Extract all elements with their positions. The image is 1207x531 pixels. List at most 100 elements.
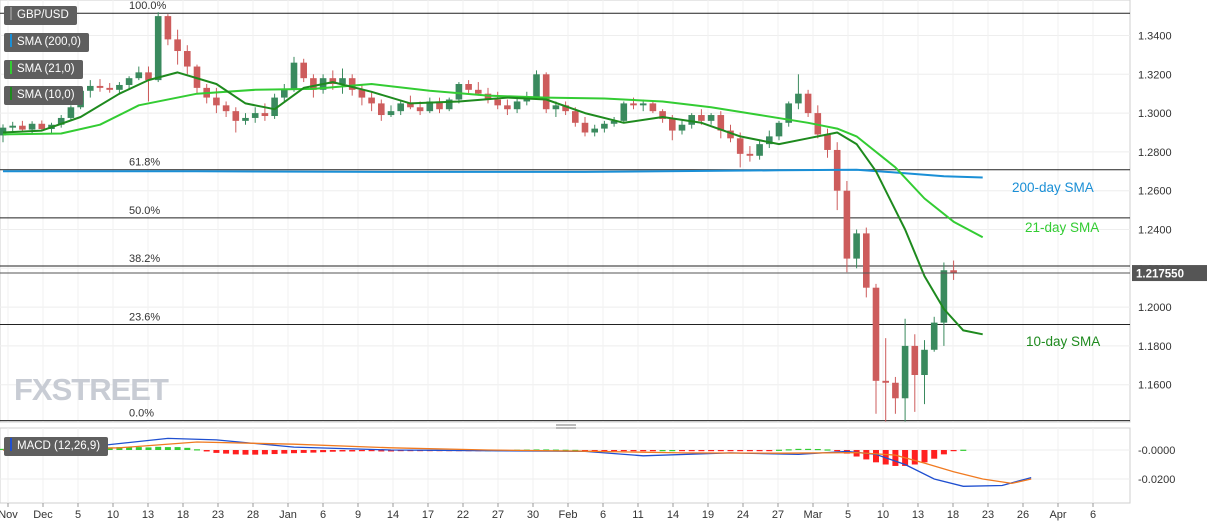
candle	[591, 124, 598, 137]
candle-body	[863, 233, 870, 288]
candle-body	[368, 97, 375, 104]
candle-body	[426, 101, 434, 112]
macd-histogram-bar	[320, 450, 327, 453]
x-tick-label: 14	[667, 509, 679, 521]
macd-histogram-bar	[611, 450, 618, 452]
candle-body	[213, 97, 220, 106]
x-tick-label: 17	[422, 509, 434, 521]
candle-body	[630, 103, 637, 106]
candle	[19, 120, 26, 132]
candle-body	[552, 105, 560, 110]
macd-histogram-bar	[620, 450, 627, 452]
macd-tick-label: -0.0200	[1138, 474, 1175, 486]
x-tick-label: 5	[845, 509, 851, 521]
macd-histogram-bar	[194, 449, 200, 451]
candle	[397, 101, 404, 116]
macd-histogram-bar	[339, 450, 346, 452]
candle-body	[329, 78, 337, 84]
candle	[940, 262, 948, 346]
x-tick-label: 19	[702, 509, 714, 521]
candle	[542, 72, 550, 114]
price-tick-label: 1.1800	[1138, 341, 1172, 353]
macd-histogram-bar	[630, 450, 637, 452]
candle	[368, 91, 375, 112]
macd-histogram-bar	[106, 447, 113, 450]
macd-histogram-bar	[145, 447, 152, 450]
sma-line	[3, 168, 983, 179]
legend-gbpusd[interactable]: GBP/USD	[4, 6, 77, 25]
candle	[222, 101, 230, 117]
x-tick-label: Apr	[1049, 509, 1066, 521]
macd-histogram-bar	[776, 449, 782, 451]
candle	[251, 107, 259, 123]
fib-level-label: 0.0%	[129, 408, 154, 420]
x-tick-label: 18	[177, 509, 189, 521]
candle-body	[824, 134, 831, 150]
signal-line	[2, 441, 1032, 485]
candle-body	[465, 84, 472, 90]
x-tick-label: 13	[142, 509, 154, 521]
x-tick-label: Dec	[33, 509, 53, 521]
legend-swatch	[10, 87, 12, 100]
candle	[436, 97, 443, 114]
macd-histogram-bar	[135, 447, 142, 450]
candle	[67, 105, 75, 120]
candle-body	[882, 380, 889, 383]
legend-sma-10[interactable]: SMA (10,0)	[4, 86, 83, 105]
candle-body	[717, 115, 725, 131]
candle-body	[397, 103, 404, 112]
candle	[9, 121, 16, 133]
candle-body	[416, 107, 424, 112]
candle-body	[872, 287, 880, 381]
price-tick-label: 1.2400	[1138, 225, 1172, 237]
legend-macd[interactable]: MACD (12,26,9)	[4, 437, 109, 456]
candle	[339, 68, 346, 94]
candle-body	[57, 117, 65, 125]
macd-histogram-bar	[203, 450, 210, 452]
x-tick-label: 27	[772, 509, 784, 521]
candle-body	[591, 128, 598, 133]
legend-sma-200[interactable]: SMA (200,0)	[4, 33, 89, 52]
candle-body	[892, 382, 899, 399]
candle-body	[251, 113, 259, 118]
candle	[892, 376, 899, 414]
candle	[882, 338, 889, 422]
candle	[494, 91, 501, 110]
candle	[387, 105, 395, 117]
macd-histogram-bar	[329, 450, 336, 452]
macd-histogram-bar	[252, 450, 259, 455]
x-tick-label: 9	[355, 509, 361, 521]
candle-body	[387, 111, 395, 116]
macd-histogram-bar	[746, 450, 753, 452]
macd-histogram-bar	[940, 450, 947, 455]
candle-body	[28, 123, 36, 130]
candle-body	[766, 136, 773, 145]
candle-body	[562, 105, 569, 112]
fib-level-label: 50.0%	[129, 205, 160, 217]
candle-body	[348, 78, 356, 90]
candle-body	[281, 89, 288, 98]
macd-histogram-bar	[242, 450, 249, 455]
macd-histogram-bar	[543, 449, 550, 451]
candle	[785, 101, 792, 127]
price-tick-label: 1.2600	[1138, 186, 1172, 198]
legend-label: SMA (200,0)	[17, 36, 81, 48]
macd-histogram-bar	[213, 450, 220, 453]
macd-histogram-bar	[358, 450, 365, 452]
macd-histogram-bar	[164, 447, 171, 450]
legend-sma-21[interactable]: SMA (21,0)	[4, 60, 83, 79]
candle	[116, 82, 123, 95]
candle	[504, 99, 511, 116]
candle-body	[164, 16, 172, 40]
candle-body	[572, 111, 579, 123]
candle-body	[96, 85, 104, 88]
candle-body	[901, 345, 909, 399]
macd-histogram-bar	[950, 450, 957, 452]
macd-histogram-bar	[601, 450, 608, 452]
x-tick-label: 11	[632, 509, 643, 521]
x-tick-label: 23	[982, 509, 994, 521]
macd-histogram-bar	[300, 450, 307, 453]
macd-histogram-bar	[688, 450, 695, 452]
x-tick-label: 28	[247, 509, 259, 521]
sma-annotation: 21-day SMA	[1025, 220, 1099, 235]
